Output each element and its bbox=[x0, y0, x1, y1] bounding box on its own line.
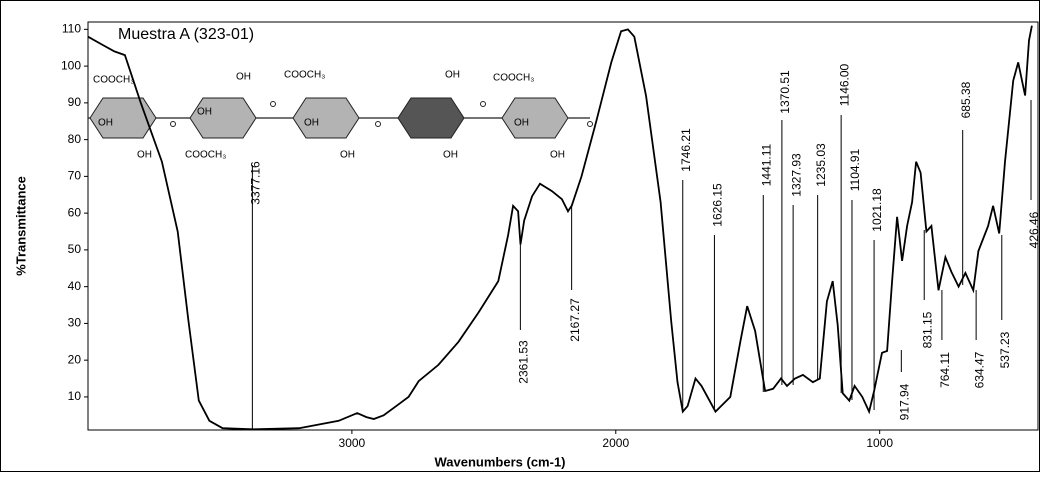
chart-title: Muestra A (323-01) bbox=[118, 26, 254, 43]
peak-label: 685.38 bbox=[959, 81, 973, 118]
peak-label: 917.94 bbox=[897, 383, 911, 420]
peak-label: 1104.91 bbox=[848, 148, 862, 191]
structure-label: OH bbox=[340, 150, 355, 161]
peak-label: 1327.93 bbox=[789, 153, 803, 197]
y-tick-label: 40 bbox=[68, 279, 82, 293]
structure-label: OH bbox=[550, 150, 565, 161]
oxygen bbox=[375, 121, 381, 127]
oxygen bbox=[270, 101, 276, 107]
oxygen bbox=[170, 121, 176, 127]
y-tick-label: 90 bbox=[68, 95, 82, 109]
structure-label: OH bbox=[236, 72, 251, 83]
structure-label: COOCH₃ bbox=[493, 73, 534, 84]
structure-label: OH bbox=[304, 118, 319, 129]
peak-label: 2361.53 bbox=[517, 340, 531, 384]
y-tick-label: 20 bbox=[68, 352, 82, 366]
peak-label: 634.47 bbox=[972, 351, 986, 388]
peak-label: 1626.15 bbox=[711, 183, 725, 227]
ring bbox=[501, 97, 569, 139]
peak-label: 537.23 bbox=[998, 331, 1012, 368]
structure-label: COOCH₃ bbox=[284, 70, 325, 81]
y-tick-label: 30 bbox=[68, 316, 82, 330]
structure-label: OH bbox=[514, 118, 529, 129]
y-tick-label: 50 bbox=[68, 242, 82, 256]
oxygen bbox=[480, 101, 486, 107]
ring bbox=[397, 97, 465, 139]
x-tick-label: 3000 bbox=[339, 436, 366, 450]
x-axis-label: Wavenumbers (cm-1) bbox=[435, 454, 566, 469]
y-tick-label: 80 bbox=[68, 132, 82, 146]
structure-label: OH bbox=[197, 107, 212, 118]
structure-label: OH bbox=[98, 118, 113, 129]
ring bbox=[189, 97, 257, 139]
y-tick-label: 100 bbox=[61, 58, 81, 72]
oxygen bbox=[587, 121, 593, 127]
x-tick-label: 2000 bbox=[602, 436, 629, 450]
spectrum-line bbox=[87, 25, 1033, 431]
peak-label: 3377.16 bbox=[249, 161, 263, 205]
peak-label: 2167.27 bbox=[568, 298, 582, 342]
structure-label: COOCH₃ bbox=[93, 75, 134, 86]
structure-label: OH bbox=[443, 150, 458, 161]
peak-label: 1146.00 bbox=[837, 63, 851, 106]
y-tick-label: 110 bbox=[62, 22, 81, 36]
y-tick-label: 60 bbox=[68, 205, 82, 219]
peak-label: 1370.51 bbox=[778, 70, 792, 114]
structure-label: COOCH₃ bbox=[185, 150, 226, 161]
y-tick-label: 70 bbox=[68, 169, 82, 183]
ring bbox=[89, 97, 157, 139]
peak-label: 1021.18 bbox=[870, 188, 884, 232]
structure bbox=[88, 97, 593, 139]
peak-label: 831.15 bbox=[920, 311, 934, 348]
plot-frame bbox=[87, 21, 1039, 431]
structure-label: OH bbox=[137, 150, 152, 161]
peak-label: 1441.11 bbox=[759, 143, 773, 186]
ring bbox=[292, 97, 360, 139]
structure-label: OH bbox=[445, 70, 460, 81]
y-axis-label: %Transmittance bbox=[13, 176, 28, 276]
y-tick-label: 10 bbox=[68, 389, 82, 403]
peak-label: 426.46 bbox=[1027, 211, 1041, 248]
peak-label: 764.11 bbox=[938, 352, 952, 388]
x-tick-label: 1000 bbox=[866, 436, 893, 450]
peak-label: 1235.03 bbox=[814, 143, 828, 187]
peak-label: 1746.21 bbox=[679, 128, 693, 172]
